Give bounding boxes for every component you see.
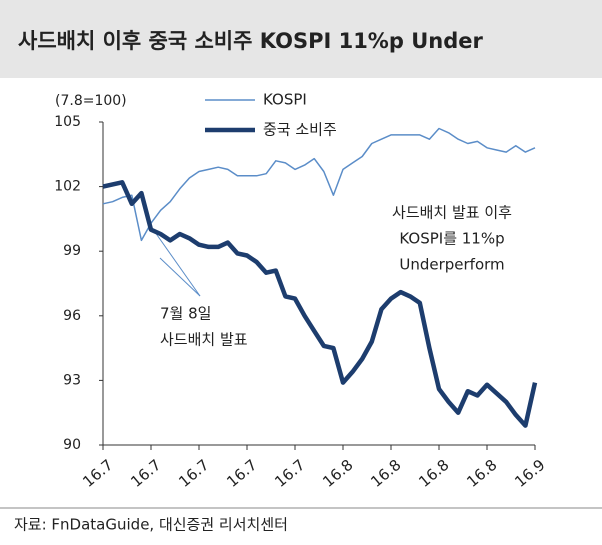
x-tick-label: 16.7: [175, 456, 212, 491]
title-band: [0, 0, 602, 78]
y-tick-label: 99: [63, 243, 81, 259]
annotation-text: KOSPI를 11%p: [399, 230, 504, 248]
y-tick-label: 105: [54, 114, 81, 130]
x-tick-label: 16.9: [511, 456, 548, 491]
x-tick-label: 16.7: [271, 456, 308, 491]
x-tick-label: 16.8: [415, 456, 452, 491]
y-tick-label: 93: [63, 372, 81, 388]
annotation-arrow: [149, 224, 201, 297]
y-tick-label: 90: [63, 437, 81, 453]
annotation-text: Underperform: [399, 256, 504, 274]
x-tick-label: 16.8: [367, 456, 404, 491]
y-tick-label: 96: [63, 308, 81, 324]
chart-title: 사드배치 이후 중국 소비주 KOSPI 11%p Under: [18, 29, 483, 53]
series-line: [102, 127, 536, 242]
annotation-text: 7월 8일: [160, 305, 211, 323]
x-tick-label: 16.8: [463, 456, 500, 491]
x-tick-label: 16.7: [223, 456, 260, 491]
annotation-text: 사드배치 발표: [160, 331, 248, 349]
x-tick-label: 16.7: [127, 456, 164, 491]
legend-label: KOSPI: [263, 91, 307, 109]
series-line: [102, 180, 538, 428]
y-axis-unit: (7.8=100): [55, 93, 127, 109]
annotation-text: 사드배치 발표 이후: [392, 204, 512, 222]
annotation-arrow: [159, 257, 201, 297]
x-tick-label: 16.8: [319, 456, 356, 491]
source: 자료: FnDataGuide, 대신증권 리서치센터: [14, 516, 288, 534]
legend-label: 중국 소비주: [263, 121, 337, 139]
y-tick-label: 102: [54, 179, 81, 195]
x-tick-label: 16.7: [79, 456, 116, 491]
